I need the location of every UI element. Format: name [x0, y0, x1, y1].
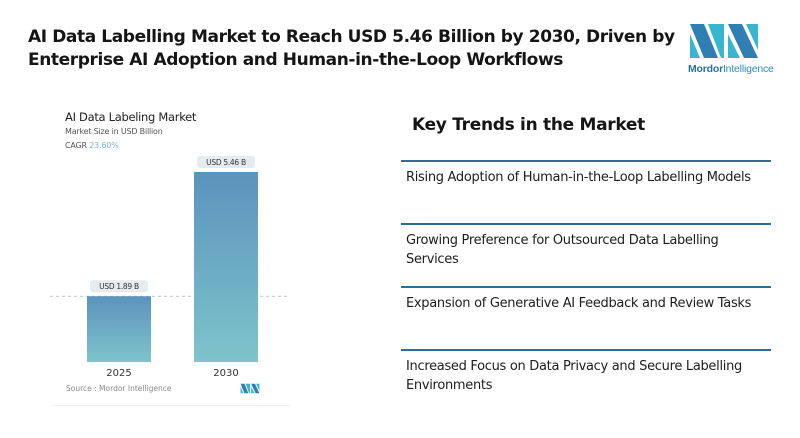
trend-text: Expansion of Generative AI Feedback and …	[406, 296, 752, 311]
chart-cagr: CAGR 23.60%	[65, 141, 119, 150]
trend-item: Growing Preference for Outsourced Data L…	[401, 223, 771, 269]
trend-divider	[401, 349, 771, 351]
chart-title: AI Data Labeling Market	[65, 110, 197, 124]
chart-bottom-rule	[52, 405, 290, 406]
trend-text: Growing Preference for Outsourced Data L…	[406, 233, 719, 267]
cagr-value: 23.60%	[89, 141, 119, 150]
brand-name: MordorIntelligence	[688, 63, 774, 75]
chart-subtitle: Market Size in USD Billion	[65, 127, 163, 136]
mordor-mini-logo-icon	[240, 383, 260, 394]
trend-divider	[401, 286, 771, 288]
data-label-bg-2030	[197, 156, 255, 168]
bar-2030	[194, 172, 258, 362]
mordor-logo-icon	[690, 24, 758, 58]
headline: AI Data Labelling Market to Reach USD 5.…	[28, 27, 675, 70]
bar-chart-svg: USD 1.89 B 2025 USD 5.46 B 2030	[50, 156, 288, 379]
chart-source: Source : Mordor Intelligence	[66, 384, 172, 393]
x-tick-label-2030: 2030	[213, 368, 238, 379]
trend-divider	[401, 160, 771, 162]
key-trends-title: Key Trends in the Market	[412, 115, 645, 135]
bar-2025	[87, 296, 151, 362]
trend-item: Expansion of Generative AI Feedback and …	[401, 286, 771, 313]
data-label-bg-2025	[90, 280, 148, 293]
brand-logo: MordorIntelligence	[688, 22, 774, 78]
trend-divider	[401, 223, 771, 225]
x-tick-label-2025: 2025	[106, 368, 131, 379]
market-size-chart: AI Data Labeling Market Market Size in U…	[48, 100, 294, 406]
trend-item: Rising Adoption of Human-in-the-Loop Lab…	[401, 160, 771, 187]
trend-text: Rising Adoption of Human-in-the-Loop Lab…	[406, 170, 751, 185]
trend-text: Increased Focus on Data Privacy and Secu…	[406, 359, 742, 393]
data-label-2025: USD 1.89 B	[99, 282, 139, 291]
data-label-2030: USD 5.46 B	[206, 158, 246, 167]
trend-item: Increased Focus on Data Privacy and Secu…	[401, 349, 771, 395]
